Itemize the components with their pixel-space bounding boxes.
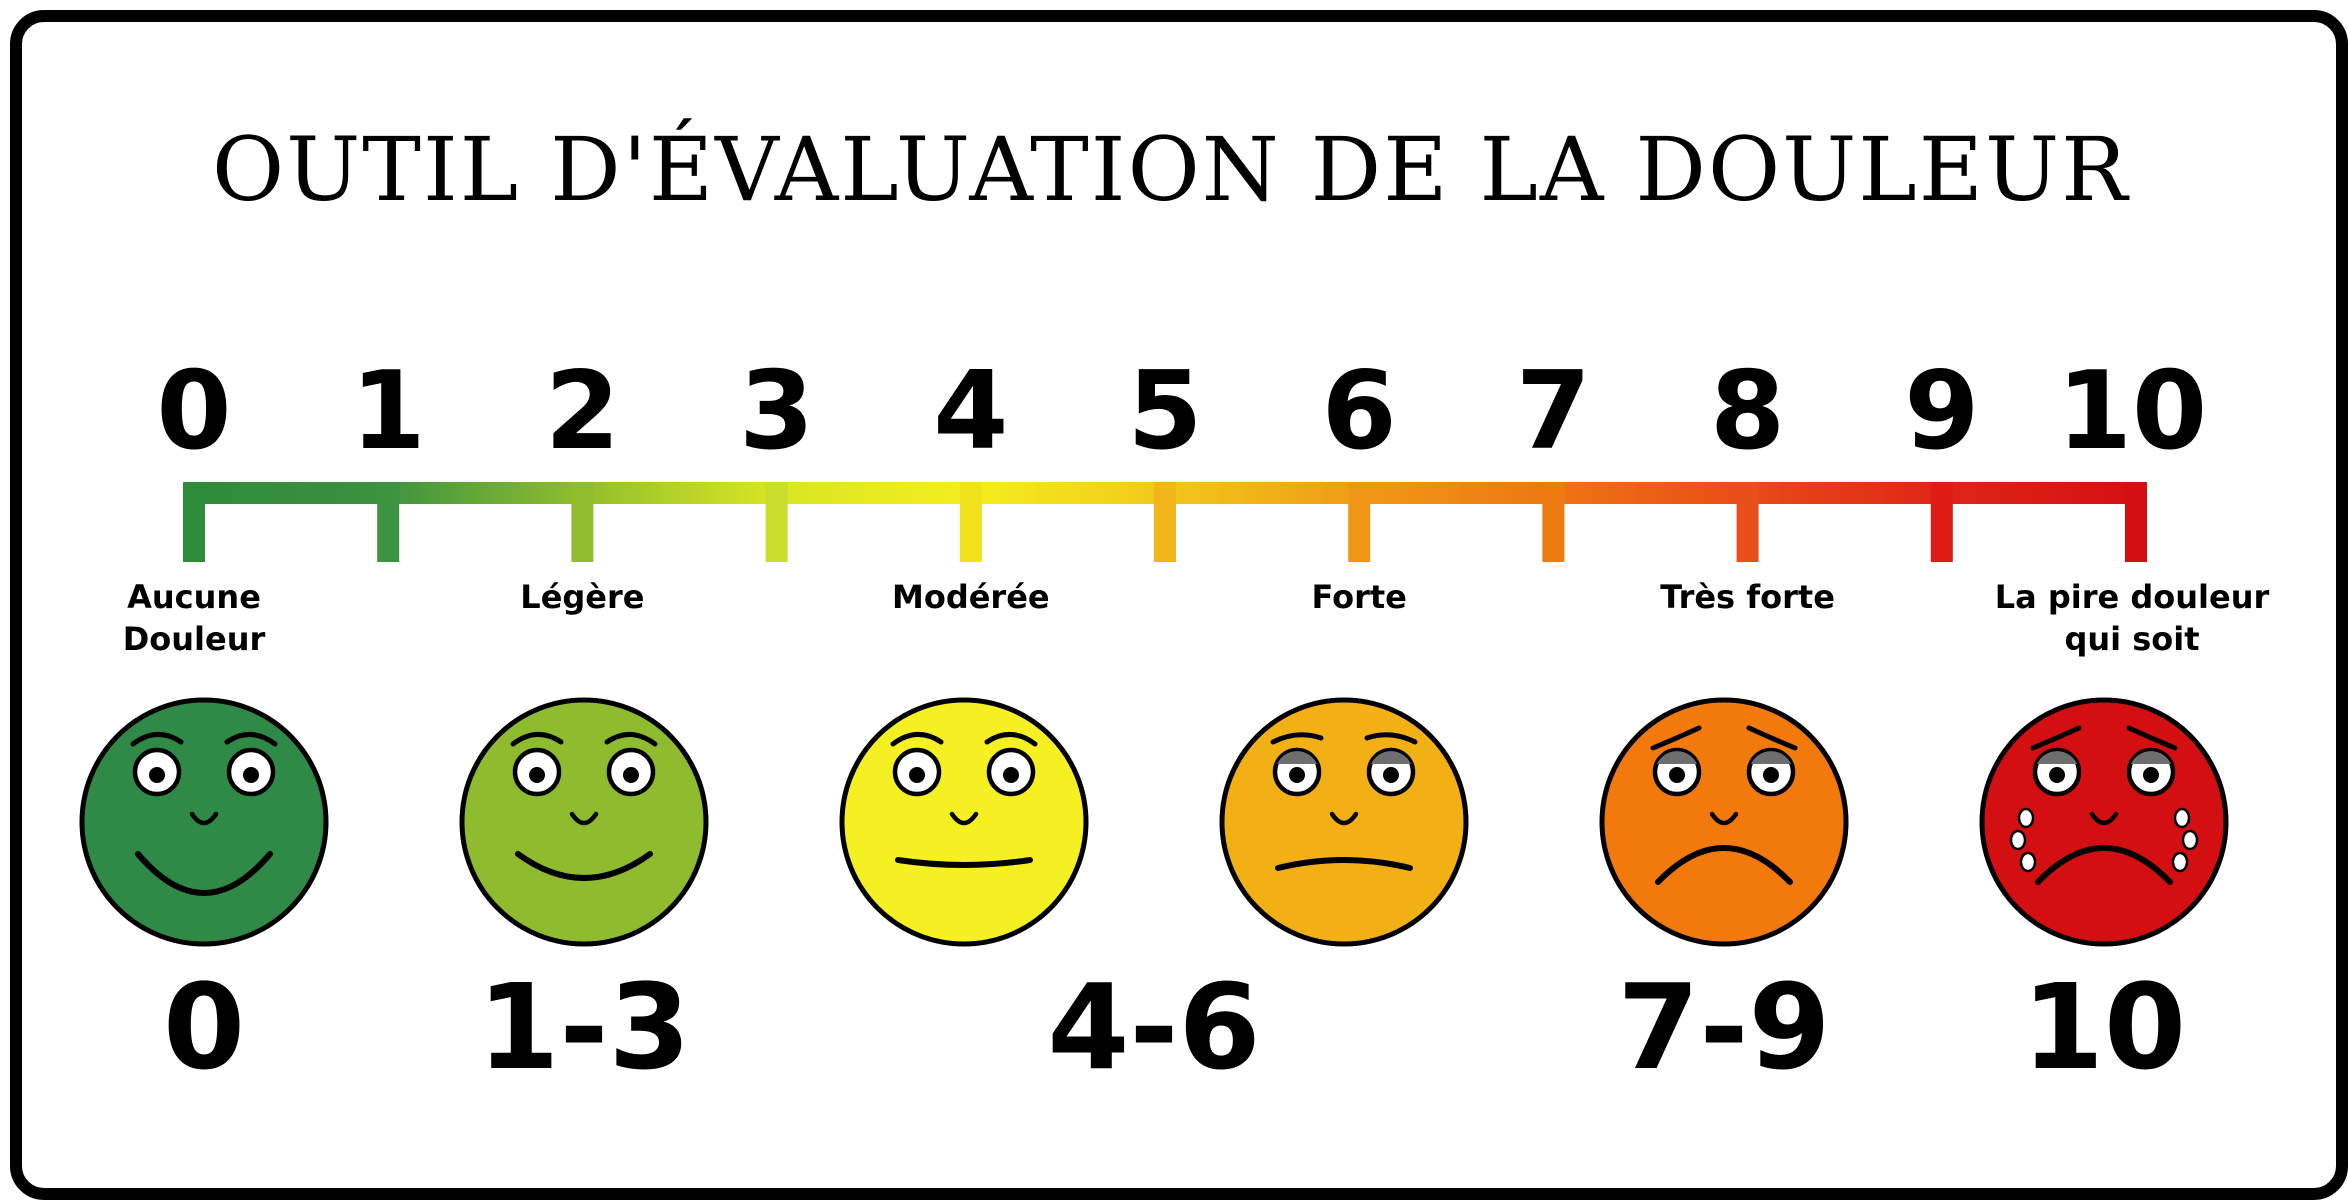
severity-label: Aucune Douleur	[123, 578, 266, 658]
face-happy	[79, 697, 329, 947]
range-label-4-6: 4-6	[1047, 958, 1260, 1096]
severity-label: La pire douleur qui soit	[1995, 578, 2270, 658]
range-label-1-3: 1-3	[477, 958, 690, 1096]
scale-number-3: 3	[739, 349, 814, 474]
scale-number-2: 2	[545, 349, 620, 474]
scale-number-5: 5	[1127, 349, 1202, 474]
face-neutral	[839, 697, 1089, 947]
range-label-7-9: 7-9	[1617, 958, 1830, 1096]
face-uneasy	[1219, 697, 1469, 947]
scale-number-8: 8	[1710, 349, 1785, 474]
severity-label: Modérée	[892, 578, 1050, 616]
scale-tick-1	[377, 482, 400, 562]
scale-tick-0	[183, 482, 205, 562]
scale-tick-10	[2125, 482, 2147, 562]
range-label-0: 0	[163, 958, 245, 1096]
scale-number-7: 7	[1516, 349, 1591, 474]
scale-tick-9	[1930, 482, 1953, 562]
severity-label: Forte	[1312, 578, 1407, 616]
range-label-10: 10	[2022, 958, 2186, 1096]
page-title: OUTIL D'ÉVALUATION DE LA DOULEUR	[212, 118, 2130, 221]
scale-number-10: 10	[2057, 349, 2207, 474]
scale-tick-8	[1736, 482, 1759, 562]
severity-label: Légère	[520, 578, 644, 616]
face-crying	[1979, 697, 2229, 947]
scale-tick-7	[1542, 482, 1565, 562]
scale-tick-4	[959, 482, 982, 562]
severity-label: Très forte	[1660, 578, 1835, 616]
scale-tick-2	[571, 482, 594, 562]
scale-number-0: 0	[156, 349, 231, 474]
scale-number-1: 1	[351, 349, 426, 474]
card-frame	[10, 10, 2348, 1200]
scale-tick-3	[765, 482, 788, 562]
scale-number-9: 9	[1904, 349, 1979, 474]
scale-number-4: 4	[933, 349, 1008, 474]
scale-tick-5	[1154, 482, 1176, 562]
face-sad	[1599, 697, 1849, 947]
scale-number-6: 6	[1322, 349, 1397, 474]
scale-tick-6	[1348, 482, 1371, 562]
face-content	[459, 697, 709, 947]
